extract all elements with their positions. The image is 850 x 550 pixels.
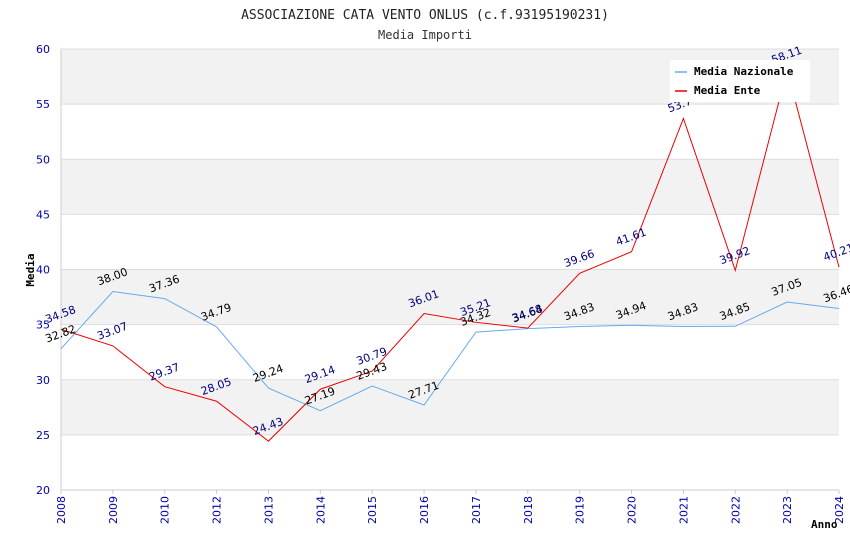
y-tick-label: 40 — [36, 264, 50, 277]
data-label: 39.92 — [718, 244, 752, 267]
y-tick-label: 50 — [36, 153, 50, 166]
legend-label-media-nazionale: Media Nazionale — [694, 65, 794, 78]
series-line-media-nazionale — [60, 291, 840, 412]
data-label: 41.61 — [614, 226, 648, 249]
series-line-media-ente — [60, 67, 840, 442]
band-45 — [61, 159, 839, 215]
x-tick-label: 2010 — [159, 496, 172, 524]
y-tick-label: 45 — [36, 208, 50, 221]
x-tick-label: 2022 — [729, 496, 742, 524]
x-tick-label: 2012 — [211, 496, 224, 524]
x-tick-label: 2013 — [262, 496, 275, 524]
y-tick-label: 60 — [36, 43, 50, 56]
x-tick-label: 2015 — [366, 496, 379, 524]
x-axis-label: Anno — [811, 518, 838, 531]
band-25 — [61, 379, 839, 435]
background-bands — [61, 49, 839, 435]
x-axis-ticks: 2008 2009 2010 2012 2013 2014 2015 2016 2017 2018… — [55, 490, 846, 524]
legend: Media Nazionale Media Ente — [670, 60, 810, 102]
legend-label-media-ente: Media Ente — [694, 84, 761, 97]
y-tick-label: 30 — [36, 374, 50, 387]
y-axis-ticks: 20 25 30 35 40 45 50 55 60 — [36, 43, 50, 497]
x-tick-label: 2021 — [677, 496, 690, 524]
y-tick-label: 20 — [36, 484, 50, 497]
x-tick-label: 2009 — [107, 496, 120, 524]
x-tick-label: 2019 — [574, 496, 587, 524]
band-35 — [61, 269, 839, 325]
data-label: 39.66 — [562, 247, 596, 270]
chart-title: ASSOCIAZIONE CATA VENTO ONLUS (c.f.93195… — [241, 8, 609, 23]
x-tick-label: 2018 — [522, 496, 535, 524]
x-tick-label: 2008 — [55, 496, 68, 524]
y-tick-label: 25 — [36, 429, 50, 442]
y-axis-label: Media — [24, 253, 37, 286]
x-tick-label: 2014 — [314, 496, 327, 524]
grid-lines — [61, 48, 839, 491]
x-tick-label: 2020 — [626, 496, 639, 524]
x-tick-label: 2024 — [833, 496, 846, 524]
y-tick-label: 35 — [36, 319, 50, 332]
x-tick-label: 2016 — [418, 496, 431, 524]
x-tick-label: 2017 — [470, 496, 483, 524]
x-tick-label: 2023 — [781, 496, 794, 524]
series-lines — [60, 67, 840, 442]
y-tick-label: 55 — [36, 98, 50, 111]
chart-subtitle: Media Importi — [378, 28, 472, 42]
legend-box — [670, 60, 810, 102]
data-label: 40.21 — [822, 241, 850, 264]
